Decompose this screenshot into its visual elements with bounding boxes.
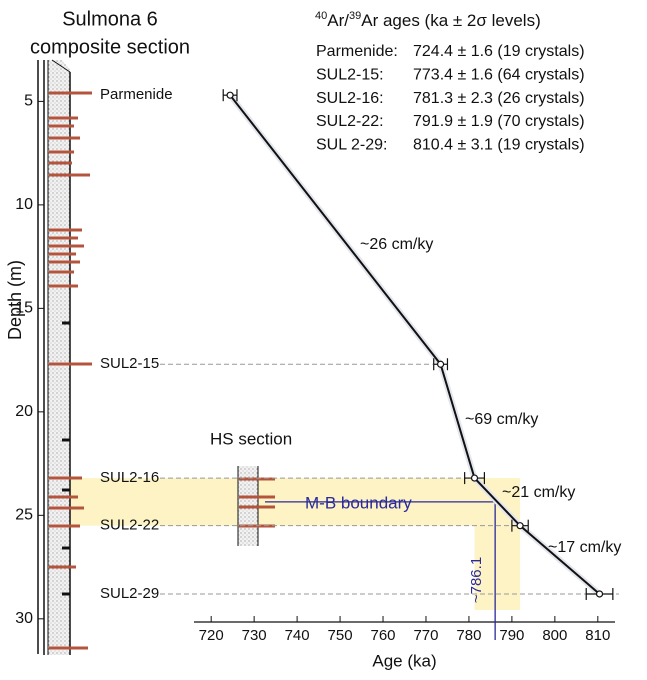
data-point	[470, 474, 479, 482]
rate-label: ~21 cm/ky	[502, 484, 575, 501]
age-row-label: Parmenide:	[316, 43, 398, 60]
bed	[49, 495, 78, 499]
x-tick-label: 790	[499, 627, 524, 644]
rate-label: ~17 cm/ky	[548, 539, 621, 556]
y-tick-label: 30	[15, 610, 33, 627]
bed	[49, 116, 78, 120]
bed	[49, 173, 90, 177]
bed	[49, 646, 88, 650]
bed-dark	[62, 488, 70, 492]
age-header: 40Ar/39Ar ages (ka ± 2σ levels)	[315, 10, 541, 31]
sample-label: SUL2-16	[100, 469, 159, 486]
x-tick-label: 770	[413, 627, 438, 644]
bed	[49, 228, 82, 232]
age-row-value: 791.9 ± 1.9 (70 crystals)	[413, 113, 585, 130]
x-tick-label: 750	[328, 627, 353, 644]
data-point	[516, 522, 524, 530]
age-row-label: SUL2-15:	[316, 67, 384, 84]
x-tick-label: 810	[585, 627, 610, 644]
bed-dark	[62, 546, 70, 550]
sample-label: Parmenide	[100, 86, 173, 103]
bed	[239, 477, 275, 481]
rate-label: ~26 cm/ky	[360, 236, 433, 253]
superscript: 40	[315, 10, 327, 22]
x-tick-label: 740	[285, 627, 310, 644]
bed	[49, 524, 80, 528]
x-tick-label: 730	[242, 627, 267, 644]
bed-dark	[62, 321, 70, 325]
x-tick-label: 720	[199, 627, 224, 644]
bed	[49, 362, 92, 366]
bed	[49, 236, 78, 240]
age-row-label: SUL2-16:	[316, 90, 384, 107]
age-row-value: 724.4 ± 1.6 (19 crystals)	[413, 43, 585, 60]
bed	[239, 505, 275, 509]
data-point	[226, 91, 234, 99]
bed	[49, 270, 74, 274]
title-line: Sulmona 6	[62, 8, 158, 30]
age-row-label: SUL2-22:	[316, 113, 384, 130]
bed	[49, 476, 82, 480]
bed	[49, 252, 76, 256]
hs-label: HS section	[210, 429, 292, 448]
bed	[49, 136, 80, 140]
bed	[49, 506, 84, 510]
x-tick-label: 780	[456, 627, 481, 644]
y-tick-label: 15	[15, 300, 33, 317]
section-column	[43, 59, 92, 655]
rate-label: ~69 cm/ky	[465, 411, 538, 428]
y-axis-label: Depth (m)	[5, 260, 25, 340]
age-row-value: 773.4 ± 1.6 (64 crystals)	[413, 67, 585, 84]
header-text: Ar ages (ka ± 2σ levels)	[361, 11, 541, 30]
bed-dark	[62, 592, 70, 596]
bed	[239, 495, 275, 499]
superscript: 39	[349, 10, 361, 22]
bed	[49, 124, 74, 128]
boundary-label: M-B boundary	[305, 493, 412, 512]
y-tick-label: 5	[24, 93, 33, 110]
boundary-age-label: ~786.1	[468, 557, 485, 603]
bed	[49, 284, 78, 288]
x-tick-label: 800	[542, 627, 567, 644]
bed	[49, 565, 76, 569]
sample-label: SUL2-29	[100, 585, 159, 602]
data-point	[595, 590, 604, 598]
age-row-value: 810.4 ± 3.1 (19 crystals)	[413, 136, 585, 153]
boundary-age-band	[474, 525, 521, 610]
header-text: Ar/	[327, 11, 349, 30]
bed-dark	[62, 438, 70, 442]
x-tick-label: 760	[371, 627, 396, 644]
y-tick-label: 20	[15, 403, 33, 420]
title-line: composite section	[30, 36, 190, 58]
sample-label: SUL2-22	[100, 517, 159, 534]
bed	[49, 244, 84, 248]
bed	[49, 91, 92, 95]
bed	[49, 150, 74, 154]
age-row-value: 781.3 ± 2.3 (26 crystals)	[413, 90, 585, 107]
sample-label: SUL2-15	[100, 355, 159, 372]
age-row-label: SUL 2-29:	[316, 136, 387, 153]
bed	[49, 260, 80, 264]
data-point	[436, 360, 445, 368]
y-tick-label: 10	[15, 196, 33, 213]
x-axis-label: Age (ka)	[372, 651, 436, 670]
bed	[49, 161, 72, 165]
y-tick-label: 25	[15, 507, 33, 524]
